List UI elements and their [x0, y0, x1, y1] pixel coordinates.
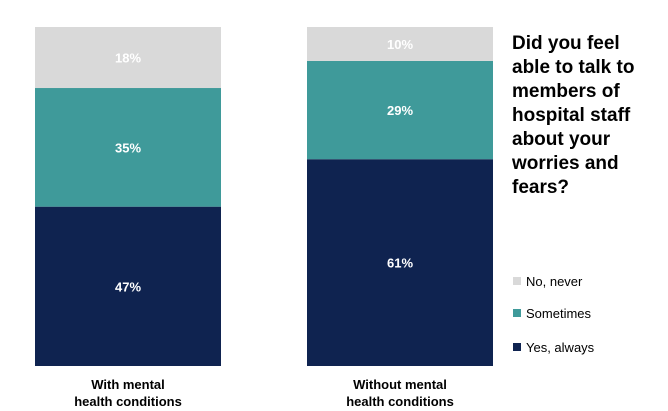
data-label: 18% [115, 51, 141, 66]
bar-segment-sometimes-1 [35, 88, 221, 207]
data-label: 47% [115, 279, 141, 294]
category-label: Without mental [353, 377, 447, 392]
data-label: 10% [387, 37, 413, 52]
category-label: health conditions [346, 394, 454, 409]
legend-entry: Sometimes [526, 306, 592, 321]
legend-entry: No, never [526, 274, 583, 289]
legend-swatch [513, 343, 521, 351]
data-label: 35% [115, 140, 141, 155]
bar-segment-yes-always-1 [35, 206, 221, 366]
category-label: With mental [91, 377, 165, 392]
legend-entry: Yes, always [526, 340, 595, 355]
data-label: 61% [387, 256, 413, 271]
bar-segment-no-never-1 [35, 27, 221, 89]
bar-segment-no-never-2 [307, 27, 493, 61]
data-label: 29% [387, 103, 413, 118]
category-label: health conditions [74, 394, 182, 409]
bar-segment-sometimes-2 [307, 60, 493, 160]
chart-title: Did you feel able to talk to members of … [512, 33, 635, 198]
legend-swatch [513, 309, 521, 317]
legend-swatch [513, 277, 521, 285]
bar-segment-yes-always-2 [307, 159, 493, 366]
